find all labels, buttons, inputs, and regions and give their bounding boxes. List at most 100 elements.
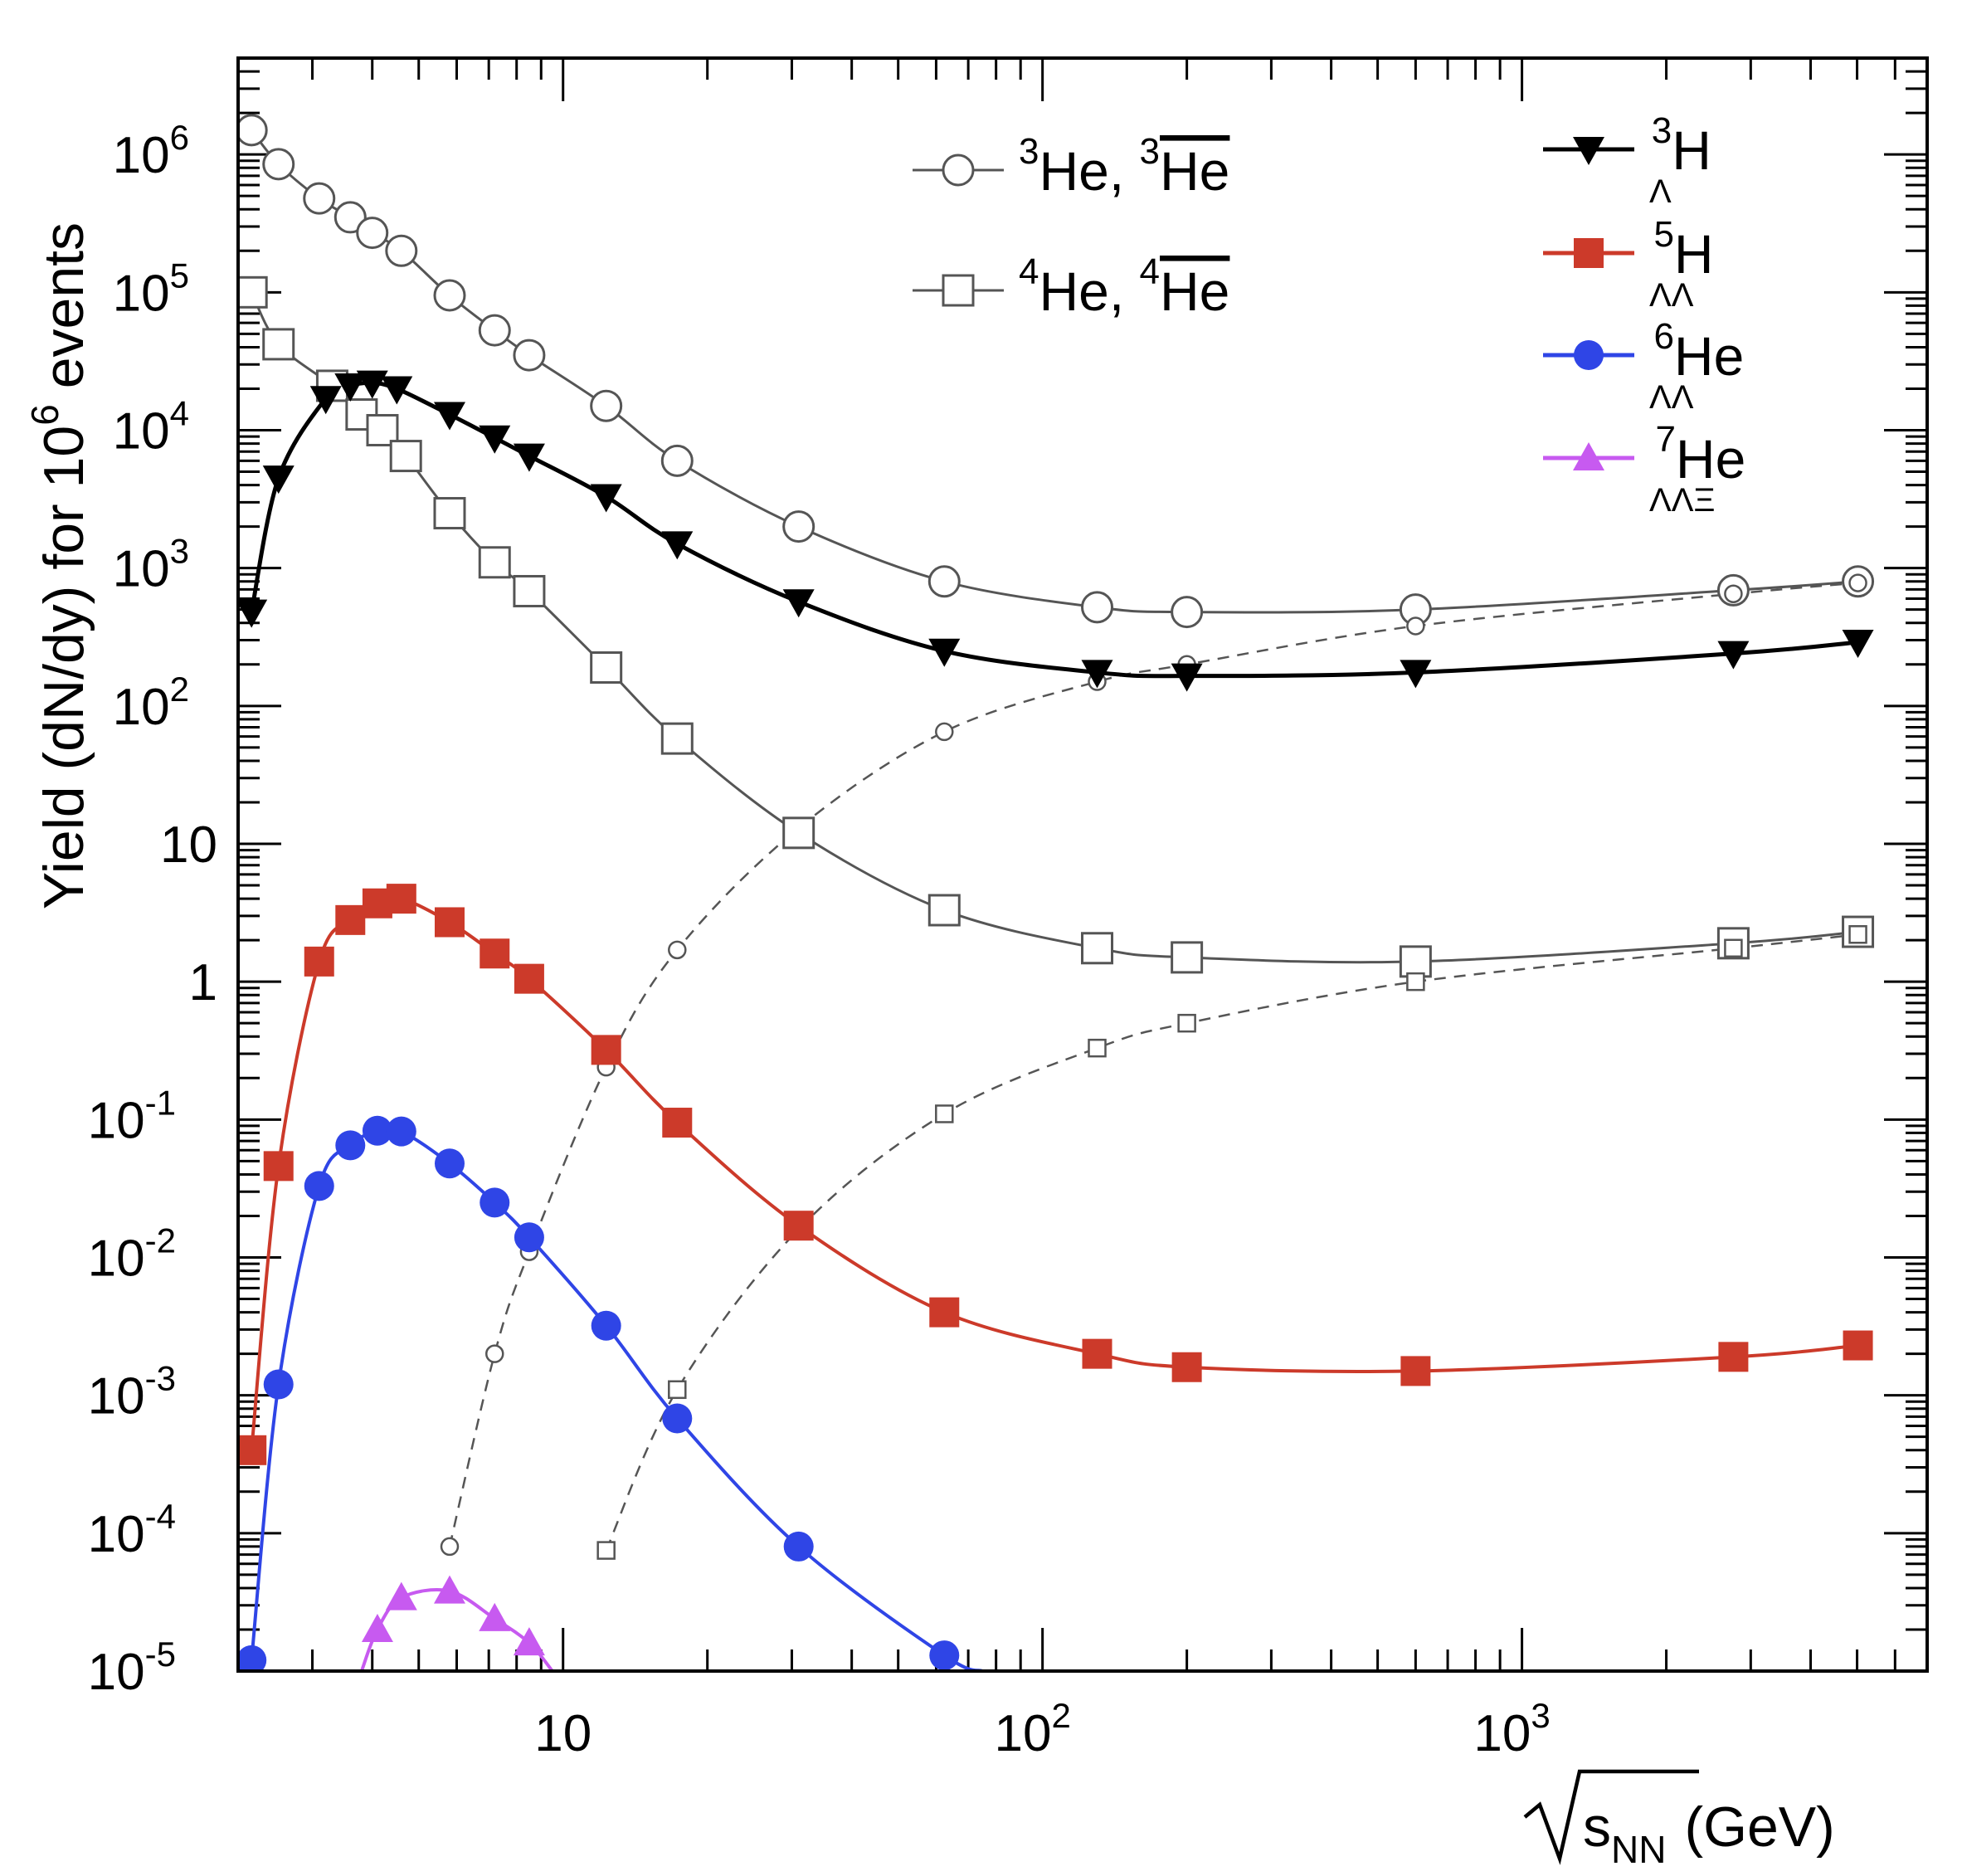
y-tick-label: 10-1 [88, 1083, 176, 1149]
data-point [1842, 629, 1874, 658]
legend-label: ΛΛ6He [1649, 316, 1744, 416]
legend-swatch-marker [942, 274, 975, 307]
data-point [1399, 945, 1432, 978]
x-axis-title: sNN (GeV) [1523, 1769, 1835, 1871]
data-point [660, 444, 694, 477]
data-point [591, 1035, 621, 1065]
y-tick-label: 10 [160, 816, 217, 874]
data-point [480, 938, 510, 969]
data-point [591, 1310, 621, 1341]
series-line-he4bar [605, 933, 1858, 1552]
data-point [668, 940, 687, 960]
y-tick-label: 104 [113, 393, 189, 460]
data-point [782, 510, 815, 543]
series-markers-he7llx [361, 1575, 545, 1656]
data-point [263, 1369, 294, 1400]
data-point [513, 574, 546, 607]
legend-swatch-marker [1574, 340, 1604, 370]
series-line-h5ll [250, 895, 1858, 1450]
data-point [238, 275, 268, 309]
data-point [514, 1222, 544, 1253]
legend-label: ΛΛ5H [1649, 214, 1714, 314]
y-tick-label: 10-5 [88, 1635, 176, 1701]
legend-swatch-marker [1573, 442, 1604, 470]
data-point [238, 1435, 267, 1465]
legend-entry-h3l: Λ3H [1543, 110, 1711, 210]
y-tick-labels: 10-5 10-4 10-3 10-2 10-1 1 10 102 103 104 105 106 [88, 118, 217, 1701]
data-point [304, 1171, 334, 1201]
legend-label: Λ3H [1649, 110, 1711, 210]
data-point [335, 1130, 366, 1161]
data-point [262, 465, 295, 495]
data-point [385, 1581, 417, 1610]
data-point [935, 722, 954, 742]
data-point [668, 1380, 687, 1400]
data-point [514, 963, 544, 994]
y-tick-label: 105 [113, 256, 189, 322]
legend-entry-h5ll: ΛΛ5H [1543, 214, 1714, 314]
data-point [238, 599, 268, 628]
data-point [1177, 1013, 1196, 1033]
data-point [480, 1187, 510, 1218]
data-point [1718, 1342, 1749, 1372]
data-point [356, 370, 388, 399]
data-point [929, 1297, 960, 1328]
y-tick-label: 1 [189, 954, 217, 1011]
data-point [1848, 925, 1867, 944]
data-point [1081, 591, 1114, 624]
legend-swatch-marker [1573, 137, 1604, 165]
y-tick-label: 103 [113, 532, 189, 598]
y-tick-label: 10-4 [88, 1497, 176, 1563]
data-point [782, 589, 815, 618]
legend-swatch-marker [942, 153, 975, 187]
data-point [485, 1344, 504, 1363]
data-point [440, 1537, 460, 1557]
data-point [1171, 941, 1204, 974]
data-point [335, 904, 366, 935]
series-markers-he6ll [238, 1115, 960, 1671]
y-tick-label: 102 [113, 670, 189, 736]
data-point [660, 722, 694, 755]
data-point [262, 148, 295, 181]
data-point [238, 114, 268, 147]
data-point [662, 1403, 693, 1434]
data-point [479, 425, 511, 454]
y-tick-label: 10-2 [88, 1221, 176, 1287]
data-point [783, 1211, 814, 1241]
series-markers-h5ll [238, 884, 1873, 1465]
data-point [263, 1151, 294, 1182]
data-point [385, 234, 418, 267]
x-tick-labels: 10 102 103 [534, 1696, 1551, 1762]
legend-entry-he4: 4He, 4He [913, 251, 1229, 322]
data-point [386, 884, 416, 914]
data-point [1081, 660, 1113, 689]
legend-swatch-marker [1574, 238, 1604, 268]
legend-label: 4He, 4He [1019, 251, 1229, 322]
legend-entry-he7llx: ΛΛΞ7He [1543, 419, 1745, 519]
legend-entry-he3: 3He, 3He [913, 131, 1229, 202]
data-point [1171, 663, 1203, 692]
series-markers-he3 [238, 114, 1875, 629]
data-point [1400, 660, 1432, 689]
data-point [361, 1613, 393, 1642]
series-markers-h3l [238, 370, 1874, 692]
x-axis-title-text: sNN (GeV) [1583, 1796, 1835, 1871]
data-point [928, 638, 961, 667]
data-point [1088, 1038, 1107, 1058]
data-point [590, 484, 622, 513]
data-point [596, 1541, 616, 1560]
data-point [478, 314, 511, 347]
data-point [303, 182, 336, 215]
data-point [433, 279, 466, 312]
data-point [1724, 938, 1743, 958]
data-point [478, 546, 511, 579]
data-point [662, 1108, 693, 1138]
y-axis-title: Yield (dN/dy) for 106 events [23, 222, 95, 909]
data-point [434, 907, 465, 938]
data-point [782, 816, 815, 850]
data-point [1406, 616, 1425, 636]
data-point [309, 386, 342, 415]
data-point [513, 1627, 545, 1656]
